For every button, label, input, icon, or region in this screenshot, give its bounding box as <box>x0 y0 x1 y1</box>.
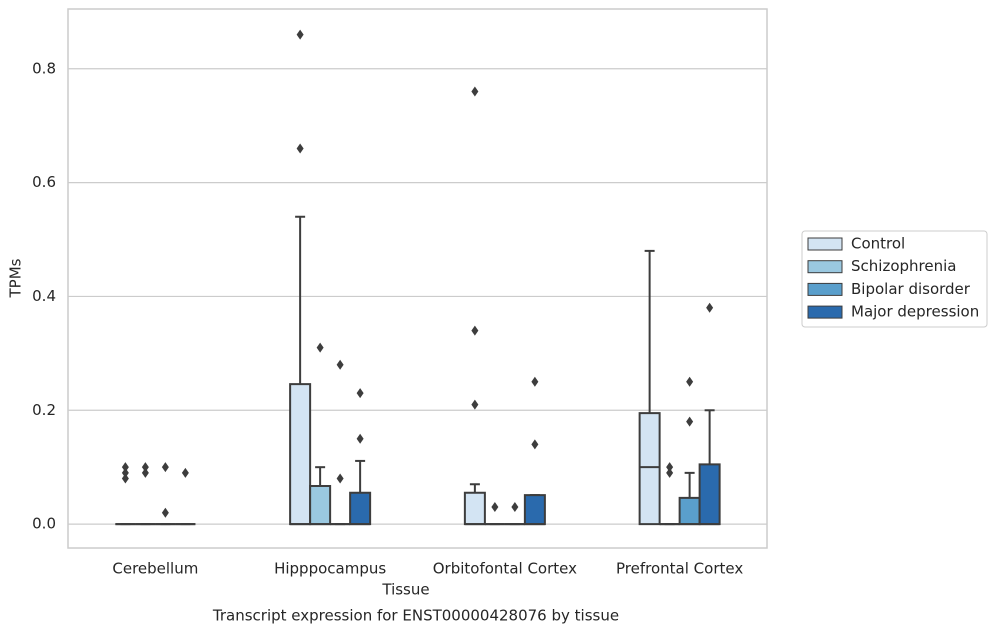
y-tick-label: 0.0 <box>32 515 56 533</box>
outlier <box>336 473 344 484</box>
outlier <box>296 143 304 154</box>
outlier <box>666 467 674 478</box>
outlier <box>121 467 129 478</box>
legend-swatch <box>807 260 843 274</box>
x-axis-label: Tissue <box>381 581 429 599</box>
box <box>349 491 372 526</box>
outlier <box>531 439 539 450</box>
legend-frame <box>801 230 988 328</box>
y-tick-label: 0.2 <box>32 401 56 419</box>
plot-frame <box>67 8 768 549</box>
outlier <box>121 473 129 484</box>
y-tick-label: 0.6 <box>32 173 56 191</box>
box <box>523 494 546 526</box>
legend-label: Schizophrenia <box>851 257 956 275</box>
outlier <box>141 462 149 473</box>
outlier <box>666 462 674 473</box>
x-tick-label: Cerebellum <box>112 560 198 578</box>
box <box>309 484 332 526</box>
box <box>698 463 721 526</box>
legend-swatch <box>807 237 843 251</box>
outlier <box>706 302 714 313</box>
outlier <box>531 376 539 387</box>
outlier <box>121 462 129 473</box>
outlier <box>356 433 364 444</box>
outlier <box>161 507 169 518</box>
legend-swatch <box>807 305 843 319</box>
outlier <box>161 462 169 473</box>
legend-label: Major depression <box>851 303 979 321</box>
x-tick-label: Orbitofontal Cortex <box>433 560 577 578</box>
box <box>463 491 486 526</box>
outlier <box>471 325 479 336</box>
outlier <box>316 342 324 353</box>
outlier <box>296 29 304 40</box>
legend-swatch <box>807 282 843 296</box>
legend-label: Bipolar disorder <box>851 280 971 298</box>
legend-label: Control <box>851 235 905 253</box>
outlier <box>181 467 189 478</box>
outlier <box>471 86 479 97</box>
x-tick-label: Hipppocampus <box>274 560 386 578</box>
outlier <box>491 502 499 513</box>
outlier <box>686 376 694 387</box>
box <box>678 496 701 526</box>
y-axis-label: TPMs <box>7 258 25 298</box>
box <box>289 383 312 526</box>
outlier <box>471 399 479 410</box>
chart-title: Transcript expression for ENST0000042807… <box>212 607 619 625</box>
outlier <box>356 388 364 399</box>
outlier <box>336 359 344 370</box>
y-tick-label: 0.4 <box>32 287 56 305</box>
outlier <box>141 467 149 478</box>
y-tick-label: 0.8 <box>32 59 56 77</box>
outlier <box>686 416 694 427</box>
outlier <box>511 502 519 513</box>
box <box>638 412 661 526</box>
x-tick-label: Prefrontal Cortex <box>616 560 743 578</box>
